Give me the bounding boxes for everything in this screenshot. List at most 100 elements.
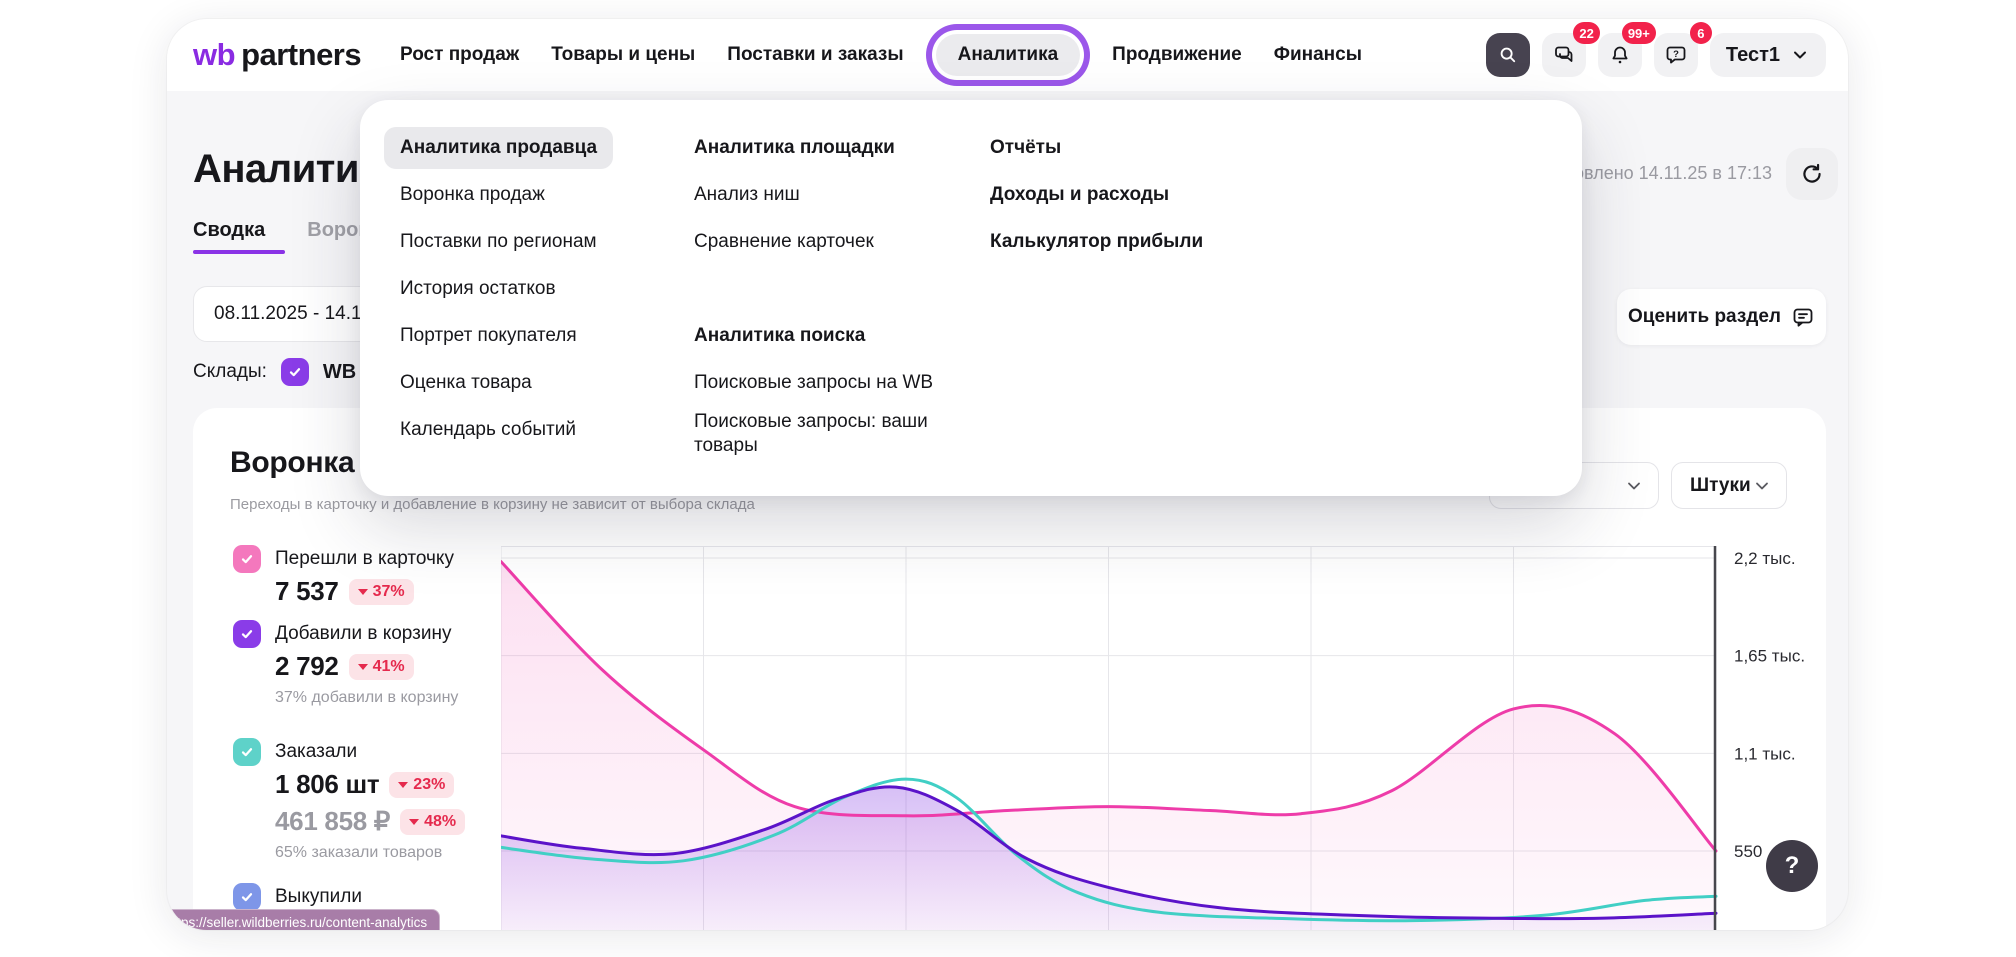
series-line — [499, 785, 1718, 921]
warehouse-checkbox[interactable] — [280, 358, 309, 386]
legend-item: Добавили в корзину 2 792 41% 37% добавили в… — [233, 620, 458, 707]
app-window: Аналитика Сводка Воронка продаж 08.11.20… — [167, 19, 1848, 930]
menu-item[interactable]: Калькулятор прибыли — [990, 218, 1203, 265]
menu-item[interactable]: Поисковые запросы: ваши товары — [694, 406, 944, 476]
menu-item-label: Анализ ниш — [694, 183, 800, 205]
nav-finance[interactable]: Финансы — [1273, 44, 1362, 65]
rate-section-label: Оценить раздел — [1628, 306, 1781, 327]
legend-checkbox[interactable] — [233, 545, 261, 573]
account-menu[interactable]: Тест1 — [1709, 33, 1826, 77]
legend-item-body: Добавили в корзину 2 792 41% 37% добавили в… — [275, 620, 458, 707]
legend-value: 1 806 шт — [275, 769, 380, 799]
legend-note: 65% заказали товаров — [275, 844, 443, 861]
menu-item[interactable]: Аналитика поиска — [694, 312, 944, 359]
delta-value: 37% — [372, 582, 405, 600]
y-tick-label: 2,2 тыс. — [1734, 549, 1796, 568]
refresh-icon — [1803, 163, 1821, 183]
nav-promotion[interactable]: Продвижение — [1112, 44, 1242, 65]
menu-item[interactable]: Аналитика продавца — [384, 124, 614, 171]
delta-value: 41% — [372, 657, 405, 675]
menu-item-label: Поставки по регионам — [400, 230, 597, 252]
legend-value-row: 1 806 шт 23% — [275, 769, 465, 800]
delta-badge: 41% — [348, 653, 414, 680]
menu-item-label: Поисковые запросы: ваши товары — [694, 411, 928, 456]
menu-item-label: Калькулятор прибыли — [990, 230, 1204, 252]
menu-item-label: Доходы и расходы — [990, 183, 1170, 205]
menu-item[interactable]: Поставки по регионам — [400, 218, 613, 265]
delta-badge: 48% — [400, 808, 466, 835]
menu-item-label: Отчёты — [990, 136, 1062, 158]
menu-item[interactable]: Доходы и расходы — [990, 171, 1203, 218]
menu-item[interactable]: Поисковые запросы на WB — [694, 359, 944, 406]
y-tick-label: 550 — [1734, 842, 1762, 861]
menu-item[interactable]: Портрет покупателя — [400, 312, 613, 359]
account-name: Тест1 — [1725, 43, 1780, 66]
feedback-icon — [1793, 308, 1813, 327]
menu-column: Отчёты Доходы и расходы Калькулятор прибыл… — [990, 124, 1203, 265]
updated-timestamp: Обновлено 14.11.25 в 17:13 — [1539, 163, 1772, 183]
notifications-badge: 99+ — [1621, 22, 1656, 44]
menu-item-label: Сравнение карточек — [694, 230, 874, 252]
menu-item-label: Календарь событий — [400, 418, 576, 440]
delta-badge: 37% — [348, 578, 414, 605]
menu-item[interactable]: История остатков — [400, 265, 613, 312]
logo-partners: partners — [241, 37, 362, 72]
menu-item[interactable]: Аналитика площадки — [694, 124, 944, 171]
active-tab-underline — [193, 250, 285, 254]
menu-item[interactable]: Сравнение карточек — [694, 218, 944, 265]
menu-item-label: Аналитика поиска — [694, 324, 866, 346]
menu-item-label: Аналитика продавца — [384, 126, 614, 169]
legend-checkbox[interactable] — [233, 620, 261, 648]
menu-item[interactable]: Анализ ниш — [694, 171, 944, 218]
nav-goods-prices[interactable]: Товары и цены — [551, 44, 696, 65]
legend-label: Выкупили — [275, 886, 362, 907]
funnel-chart-svg: 2,2 тыс. 1,65 тыс. 1,1 тыс. 550 — [499, 546, 1805, 930]
arrow-down-icon — [398, 781, 409, 788]
legend-checkbox[interactable] — [233, 883, 261, 911]
menu-item-label: Поисковые запросы на WB — [694, 371, 934, 393]
support-badge: 6 — [1689, 22, 1712, 44]
help-button[interactable]: ? — [1766, 840, 1818, 892]
y-tick-label: 1,1 тыс. — [1734, 744, 1796, 763]
menu-item-label: Аналитика площадки — [694, 136, 895, 158]
menu-item-label: Портрет покупателя — [400, 324, 577, 346]
legend-label: Перешли в карточку — [275, 548, 454, 569]
top-navigation-bar: wb partners Рост продаж Товары и цены Пос… — [167, 19, 1848, 91]
search-button[interactable] — [1485, 33, 1530, 77]
rate-section-button[interactable]: Оценить раздел — [1617, 289, 1826, 345]
nav-sales-growth[interactable]: Рост продаж — [400, 44, 520, 65]
tab-summary[interactable]: Сводка — [193, 219, 266, 241]
nav-analytics[interactable]: Аналитика — [935, 34, 1081, 76]
menu-item[interactable]: Календарь событий — [400, 406, 613, 453]
funnel-subtitle: Переходы в карточку и добавление в корзи… — [230, 496, 755, 513]
refresh-button[interactable] — [1786, 148, 1838, 200]
messages-button[interactable]: 22 — [1541, 22, 1600, 77]
unit-select[interactable]: Штуки — [1671, 462, 1787, 509]
series-line — [499, 560, 1718, 853]
legend-item-body: Перешли в карточку 7 537 37% — [275, 545, 454, 607]
check-icon — [241, 630, 253, 639]
menu-item[interactable]: Оценка товара — [400, 359, 613, 406]
menu-spacer — [694, 265, 944, 312]
legend-value-rub: 461 858 ₽ — [275, 806, 391, 836]
legend-checkbox[interactable] — [233, 738, 261, 766]
warehouse-name: WB — [322, 360, 357, 383]
menu-item-label: История остатков — [400, 277, 556, 299]
menu-item[interactable]: Отчёты — [990, 124, 1203, 171]
funnel-legend: Перешли в карточку 7 537 37% Добавили в кор… — [233, 408, 498, 930]
nav-supplies-orders[interactable]: Поставки и заказы — [727, 44, 904, 65]
bell-icon — [1612, 46, 1628, 64]
help-bubble-icon: ? — [1666, 46, 1686, 64]
menu-item[interactable]: Воронка продаж — [400, 171, 613, 218]
check-icon — [241, 748, 253, 757]
arrow-down-icon — [357, 663, 368, 670]
y-tick-label: 1,65 тыс. — [1734, 647, 1805, 666]
legend-label: Добавили в корзину — [275, 623, 452, 644]
notifications-button[interactable]: 99+ — [1597, 22, 1656, 77]
unit-select-value: Штуки — [1690, 474, 1751, 496]
wb-partners-logo[interactable]: wb partners — [193, 37, 362, 73]
legend-value-row: 2 792 41% — [275, 651, 458, 682]
support-button[interactable]: ? 6 — [1653, 22, 1712, 77]
legend-label: Заказали — [275, 741, 358, 762]
legend-item-body: Заказали 1 806 шт 23% 461 858 ₽ 48% 65% заказ… — [275, 738, 466, 862]
